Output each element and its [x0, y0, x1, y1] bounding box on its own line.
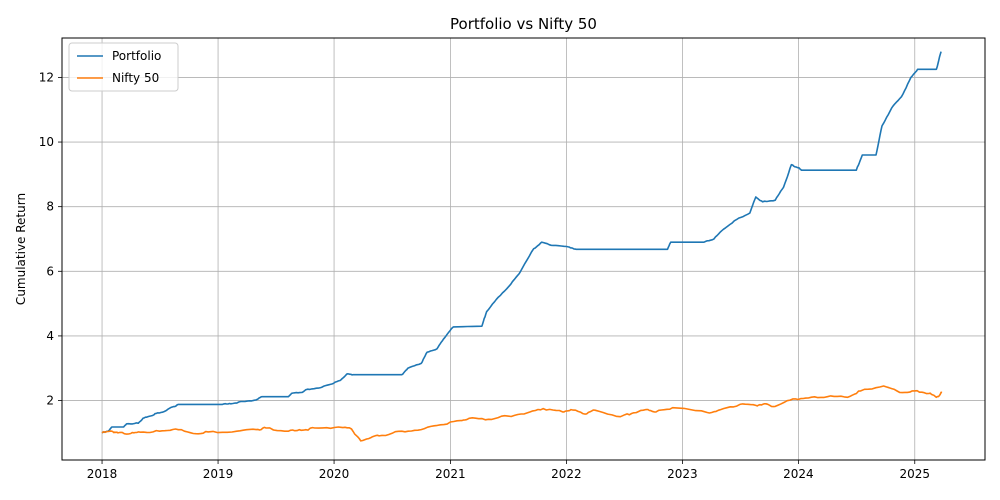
x-tick-label-2021: 2021 — [435, 467, 466, 481]
series-line-portfolio — [101, 51, 942, 434]
y-tick-label-12: 12 — [39, 70, 54, 84]
x-tick-label-2022: 2022 — [551, 467, 582, 481]
x-tick-label-2019: 2019 — [203, 467, 234, 481]
x-tick-label-2025: 2025 — [899, 467, 930, 481]
x-tick-label-2024: 2024 — [783, 467, 814, 481]
x-tick-label-2020: 2020 — [319, 467, 350, 481]
y-axis: 2 4 6 8 10 12 — [39, 70, 62, 408]
y-axis-label: Cumulative Return — [14, 193, 28, 305]
x-axis: 2018 2019 2020 2021 2022 2023 2024 2025 — [87, 460, 930, 481]
series-lines — [101, 51, 943, 442]
legend-box — [68, 42, 179, 92]
x-tick-label-2018: 2018 — [87, 467, 118, 481]
y-tick-label-8: 8 — [46, 200, 54, 214]
chart-title: Portfolio vs Nifty 50 — [450, 15, 597, 33]
y-tick-label-4: 4 — [46, 329, 54, 343]
y-tick-label-10: 10 — [39, 135, 54, 149]
legend: Portfolio Nifty 50 — [68, 42, 179, 92]
y-tick-label-2: 2 — [46, 394, 54, 408]
legend-label-nifty-50: Nifty 50 — [112, 71, 159, 85]
series-line-nifty-50 — [101, 385, 943, 442]
y-tick-label-6: 6 — [46, 264, 54, 278]
legend-label-portfolio: Portfolio — [112, 49, 161, 63]
x-tick-label-2023: 2023 — [667, 467, 698, 481]
grid — [62, 38, 985, 460]
plot-frame — [61, 37, 986, 461]
